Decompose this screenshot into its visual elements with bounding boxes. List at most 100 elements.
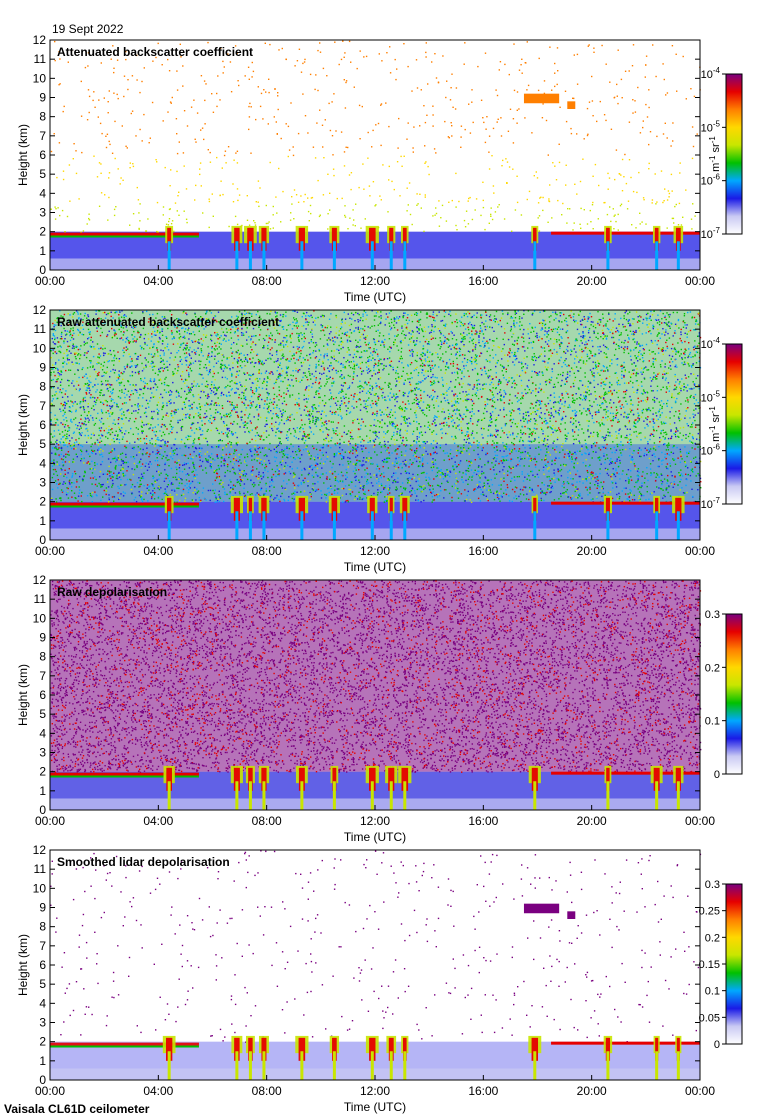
plume-core — [675, 497, 682, 521]
plume-core — [401, 767, 409, 791]
plume-rain — [370, 1051, 374, 1080]
plume-core — [234, 227, 240, 251]
plume-core — [654, 497, 659, 521]
plume-rain — [235, 511, 239, 540]
plume-rain — [262, 241, 266, 270]
plume-core — [368, 767, 376, 791]
y-tick-label: 8 — [39, 650, 46, 664]
x-tick-label: 00:00 — [35, 1084, 65, 1098]
plume-core — [298, 767, 305, 791]
plume-core — [331, 497, 338, 521]
plume-rain — [389, 241, 393, 270]
colorbar-label: m-1 sr-1 — [708, 406, 722, 442]
x-tick-label: 08:00 — [252, 544, 282, 558]
plume-core — [369, 497, 375, 521]
plume-core — [332, 767, 337, 791]
surface-band — [50, 1068, 700, 1080]
colorbar-tick-label: 0.05 — [699, 1012, 720, 1024]
plume-rain — [167, 241, 171, 270]
colorbar-gradient — [725, 613, 743, 775]
colorbar: 0.3 0.2 0.1 0 — [705, 609, 743, 781]
plume-core — [533, 497, 537, 521]
y-tick-label: 7 — [39, 939, 46, 953]
y-tick-label: 1 — [39, 514, 46, 528]
panel-1: Attenuated backscatter coefficient012345… — [16, 33, 743, 304]
instrument-label: Vaisala CL61D ceilometer — [4, 1102, 150, 1116]
y-tick-label: 12 — [33, 33, 47, 47]
plume-rain — [262, 1051, 266, 1080]
y-tick-label: 8 — [39, 380, 46, 394]
plume-rain — [606, 241, 610, 270]
plume-core — [605, 497, 610, 521]
x-tick-label: 20:00 — [577, 544, 607, 558]
y-tick-label: 9 — [39, 631, 46, 645]
plume-rain — [533, 781, 537, 810]
cloud-layer — [50, 771, 700, 778]
y-tick-label: 9 — [39, 361, 46, 375]
plume-rain — [533, 241, 537, 270]
colorbar-tick-label: 0.1 — [705, 986, 720, 998]
y-tick-label: 0 — [39, 263, 46, 277]
plume-core — [166, 767, 172, 791]
noise-speckle — [50, 310, 702, 504]
plume-rain — [300, 241, 304, 270]
y-tick-label: 8 — [39, 920, 46, 934]
plume-rain — [248, 511, 252, 540]
x-tick-label: 00:00 — [35, 814, 65, 828]
plume-rain — [606, 511, 610, 540]
plume-core — [654, 227, 659, 251]
plume-core — [261, 497, 267, 521]
x-tick-label: 12:00 — [360, 544, 390, 558]
x-tick-label: 00:00 — [685, 814, 715, 828]
panels: Attenuated backscatter coefficient012345… — [16, 33, 743, 1114]
high-cloud — [523, 93, 560, 104]
plume-core — [233, 767, 240, 791]
plume-rain — [332, 511, 336, 540]
x-axis-label: Time (UTC) — [344, 830, 406, 844]
plume-rain — [235, 241, 239, 270]
plume-rain — [533, 511, 537, 540]
colorbar-tick-label: 10-7 — [701, 226, 721, 241]
colorbar-gradient — [725, 883, 743, 1045]
y-tick-label: 10 — [33, 881, 47, 895]
date-label: 19 Sept 2022 — [52, 22, 124, 36]
colorbar-tick-label: 10-6 — [701, 173, 721, 188]
surface-band — [50, 528, 700, 540]
y-tick-label: 7 — [39, 399, 46, 413]
depol-wash — [50, 580, 700, 772]
plume-rain — [248, 1051, 252, 1080]
plume-core — [533, 227, 537, 251]
plume-core — [368, 227, 376, 251]
colorbar-tick-label: 10-5 — [701, 389, 721, 404]
colorbar-tick-label: 10-5 — [701, 119, 721, 134]
plume-rain — [606, 1051, 610, 1080]
plume-core — [298, 497, 306, 521]
plume-core — [298, 1037, 306, 1061]
plume-core — [606, 227, 610, 251]
y-tick-label: 12 — [33, 303, 47, 317]
plume-rain — [389, 511, 393, 540]
plume-rain — [403, 1051, 407, 1080]
plume-rain — [248, 241, 252, 270]
plume-core — [402, 227, 407, 251]
y-tick-label: 2 — [39, 225, 46, 239]
plume-core — [248, 767, 253, 791]
heatmap-field — [50, 850, 702, 1080]
plume-core — [369, 1037, 376, 1061]
x-tick-label: 00:00 — [685, 1084, 715, 1098]
y-axis-label: Height (km) — [16, 394, 30, 456]
x-tick-label: 12:00 — [360, 814, 390, 828]
plume-core — [233, 497, 240, 521]
plume-core — [531, 1037, 539, 1061]
y-tick-label: 5 — [39, 977, 46, 991]
plume-core — [298, 227, 305, 251]
plume-rain — [403, 241, 407, 270]
plume-rain — [235, 1051, 239, 1080]
colorbar-tick-label: 0 — [714, 1039, 720, 1051]
panel-2: Raw attenuated backscatter coefficient 0 1… — [16, 303, 743, 574]
x-axis-label: Time (UTC) — [344, 290, 406, 304]
plume-rain — [262, 511, 266, 540]
x-tick-label: 08:00 — [252, 1084, 282, 1098]
